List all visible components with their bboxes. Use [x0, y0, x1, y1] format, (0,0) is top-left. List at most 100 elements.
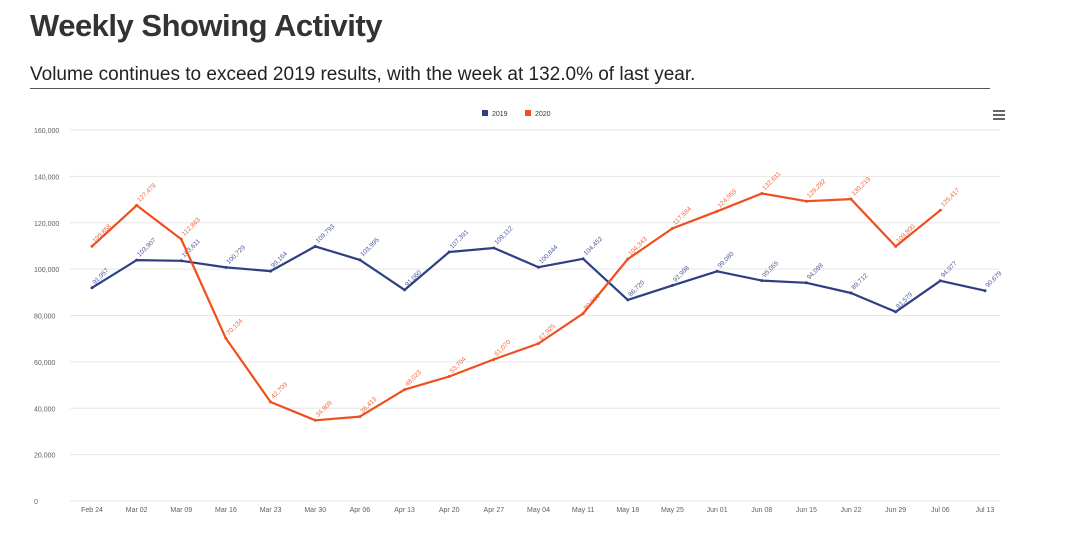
- data-point-2020[interactable]: [626, 257, 630, 261]
- data-point-2020[interactable]: [760, 192, 764, 196]
- y-tick-label: 100,000: [34, 267, 59, 274]
- data-point-2020[interactable]: [581, 312, 585, 316]
- x-tick-label: Apr 13: [394, 507, 415, 514]
- y-tick-label: 80,000: [34, 314, 56, 321]
- data-label-2019: 103,995: [359, 236, 381, 258]
- data-point-2019[interactable]: [804, 281, 808, 285]
- data-point-2020[interactable]: [447, 374, 451, 378]
- data-point-2020[interactable]: [492, 357, 496, 361]
- data-label-2019: 99,080: [717, 250, 736, 269]
- data-point-2019[interactable]: [626, 298, 630, 302]
- data-point-2020[interactable]: [804, 199, 808, 203]
- data-label-2019: 94,098: [806, 262, 825, 281]
- header-divider: [30, 88, 990, 89]
- data-point-2019[interactable]: [760, 279, 764, 283]
- x-tick-label: Jun 08: [751, 507, 772, 514]
- data-point-2019[interactable]: [135, 258, 139, 262]
- data-label-2019: 107,391: [449, 229, 471, 251]
- x-tick-label: Mar 23: [260, 507, 282, 514]
- y-tick-label: 120,000: [34, 221, 59, 228]
- data-point-2019[interactable]: [983, 289, 987, 293]
- legend-swatch-2019[interactable]: [482, 110, 488, 116]
- data-point-2020[interactable]: [90, 244, 94, 248]
- data-point-2020[interactable]: [135, 203, 139, 207]
- data-label-2019: 100,844: [538, 244, 560, 266]
- data-label-2020: 125,417: [940, 187, 962, 209]
- data-label-2019: 109,793: [315, 223, 337, 245]
- data-point-2020[interactable]: [537, 341, 540, 345]
- legend-swatch-2020[interactable]: [525, 110, 531, 116]
- data-point-2019[interactable]: [90, 286, 94, 290]
- data-point-2019[interactable]: [670, 283, 674, 287]
- data-point-2020[interactable]: [269, 400, 273, 404]
- data-label-2020: 109,858: [91, 223, 113, 245]
- x-tick-label: Jun 15: [796, 507, 817, 514]
- y-tick-label: 0: [34, 499, 38, 506]
- y-tick-label: 140,000: [34, 174, 59, 181]
- data-point-2020[interactable]: [403, 388, 407, 392]
- data-point-2019[interactable]: [715, 269, 719, 273]
- x-tick-label: Mar 30: [304, 507, 326, 514]
- x-tick-label: Apr 20: [439, 507, 460, 514]
- x-tick-label: Jun 01: [707, 507, 728, 514]
- data-point-2019[interactable]: [269, 269, 273, 273]
- series-line-2020: [91, 192, 942, 422]
- data-point-2019[interactable]: [581, 257, 585, 261]
- page-subtitle: Volume continues to exceed 2019 results,…: [30, 64, 696, 85]
- data-point-2020[interactable]: [313, 418, 317, 422]
- data-point-2019[interactable]: [894, 310, 898, 314]
- series-line-2019: [91, 245, 986, 313]
- data-point-2019[interactable]: [447, 250, 451, 254]
- data-point-2020[interactable]: [894, 244, 898, 248]
- data-label-2019: 103,907: [136, 237, 158, 259]
- data-point-2020[interactable]: [670, 226, 674, 230]
- x-tick-label: Jul 06: [931, 507, 950, 514]
- data-label-2020: 132,611: [761, 170, 782, 191]
- data-label-2020: 112,863: [181, 216, 202, 237]
- data-label-2019: 90,679: [984, 270, 1003, 289]
- data-point-2019[interactable]: [492, 246, 496, 250]
- x-tick-label: Mar 02: [126, 507, 148, 514]
- data-point-2019[interactable]: [358, 258, 362, 262]
- data-point-2019[interactable]: [403, 288, 407, 292]
- y-tick-label: 160,000: [34, 128, 59, 135]
- legend-label-2020[interactable]: 2020: [535, 111, 551, 118]
- legend-label-2019[interactable]: 2019: [492, 111, 508, 118]
- x-tick-label: Feb 24: [81, 507, 103, 514]
- data-label-2019: 89,712: [851, 272, 870, 291]
- data-label-2019: 103,611: [181, 238, 202, 259]
- data-point-2020[interactable]: [849, 197, 853, 201]
- data-label-2020: 129,282: [806, 178, 828, 200]
- hamburger-menu-icon[interactable]: [993, 110, 1005, 122]
- data-point-2019[interactable]: [179, 259, 183, 263]
- data-point-2020[interactable]: [715, 209, 719, 213]
- x-tick-label: Apr 06: [350, 507, 371, 514]
- x-tick-label: May 04: [527, 507, 550, 514]
- data-point-2019[interactable]: [849, 291, 853, 295]
- y-tick-label: 40,000: [34, 406, 56, 413]
- data-point-2020[interactable]: [358, 415, 362, 419]
- data-label-2020: 130,219: [851, 176, 873, 198]
- x-tick-label: Apr 27: [484, 507, 505, 514]
- data-point-2020[interactable]: [224, 336, 228, 340]
- data-label-2020: 80,860: [583, 293, 602, 312]
- x-tick-label: Mar 09: [170, 507, 192, 514]
- data-point-2019[interactable]: [938, 279, 942, 283]
- y-tick-label: 60,000: [34, 360, 56, 367]
- data-label-2019: 109,112: [493, 225, 514, 246]
- x-tick-label: Jul 13: [976, 507, 995, 514]
- data-point-2019[interactable]: [224, 265, 228, 269]
- data-point-2019[interactable]: [313, 244, 317, 248]
- data-point-2020[interactable]: [938, 208, 942, 212]
- data-label-2020: 109,800: [895, 223, 917, 245]
- x-tick-label: Mar 16: [215, 507, 237, 514]
- data-label-2019: 91,060: [404, 269, 423, 288]
- x-tick-label: May 25: [661, 507, 684, 514]
- data-label-2020: 127,478: [136, 182, 158, 204]
- data-label-2019: 100,729: [225, 244, 247, 266]
- data-point-2020[interactable]: [179, 237, 183, 241]
- data-point-2019[interactable]: [537, 265, 540, 269]
- x-tick-label: Jun 22: [841, 507, 862, 514]
- data-label-2020: 42,709: [270, 381, 289, 400]
- x-tick-label: Jun 29: [885, 507, 906, 514]
